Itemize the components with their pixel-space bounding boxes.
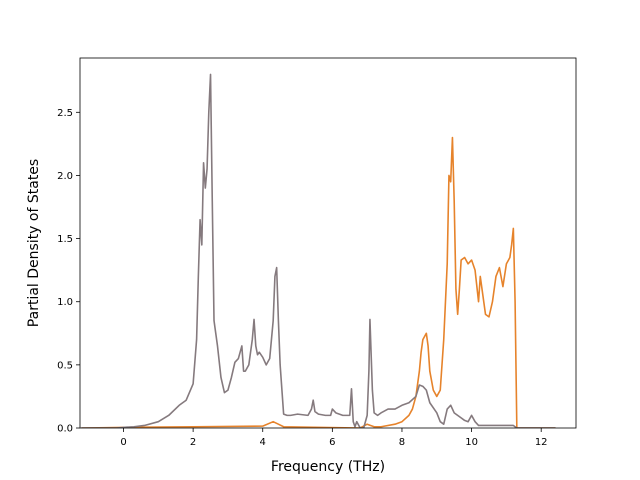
plot-frame bbox=[79, 57, 577, 429]
y-tick-label: 1.0 bbox=[57, 297, 73, 308]
x-tick-label: 6 bbox=[329, 437, 335, 448]
y-axis-label: Partial Density of States bbox=[26, 159, 42, 327]
series-line-1 bbox=[80, 136, 556, 428]
x-tick-label: 0 bbox=[120, 437, 126, 448]
x-tick-label: 4 bbox=[260, 437, 266, 448]
x-tick-label: 12 bbox=[535, 437, 548, 448]
y-tick-label: 0.0 bbox=[57, 424, 73, 435]
y-tick-label: 2.5 bbox=[57, 108, 73, 119]
series-line-2 bbox=[80, 73, 556, 428]
x-tick-label: 8 bbox=[399, 437, 405, 448]
x-tick-label: 10 bbox=[465, 437, 478, 448]
y-tick-label: 1.5 bbox=[57, 234, 73, 245]
x-tick-label: 2 bbox=[190, 437, 196, 448]
y-tick-label: 2.0 bbox=[57, 171, 73, 182]
x-axis-label: Frequency (THz) bbox=[271, 459, 385, 475]
plot-area bbox=[80, 73, 556, 428]
x-axis-ticks: 0 2 4 6 8 10 12 bbox=[120, 428, 548, 448]
y-tick-label: 0.5 bbox=[57, 360, 73, 371]
y-axis-ticks: 0.0 0.5 1.0 1.5 2.0 2.5 bbox=[57, 108, 80, 435]
